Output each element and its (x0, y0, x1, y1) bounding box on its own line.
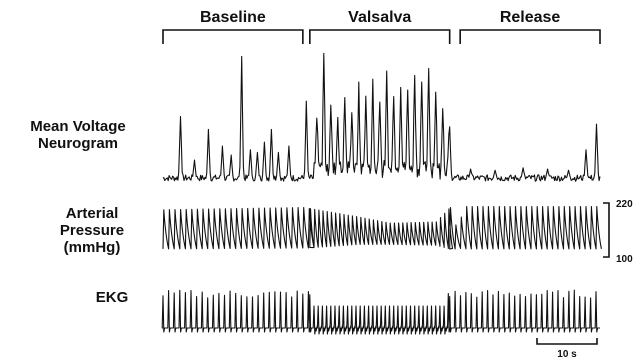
time-scale-label: 10 s (557, 349, 577, 360)
pressure-scale: 220 100 (603, 199, 633, 265)
ekg-trace (161, 289, 600, 335)
neurogram-trace (162, 52, 601, 182)
pressure-trace (162, 206, 602, 250)
channel-label-mean-voltage-neurogram: Mean Voltage Neurogram (30, 118, 126, 152)
phase-label-2: Release (500, 9, 561, 26)
channel-label-arterial-pressure: Arterial Pressure (mmHg) (60, 205, 124, 256)
phase-label-1: Valsalva (348, 9, 411, 26)
phase-bracket-0 (162, 29, 304, 44)
channel-label-ekg: EKG (96, 289, 129, 306)
time-scale-bar: 10 s (536, 338, 598, 360)
phase-label-0: Baseline (200, 9, 266, 26)
phase-bracket-1 (309, 29, 451, 44)
pressure-scale-max: 220 (616, 199, 633, 210)
pressure-scale-min: 100 (616, 254, 633, 265)
phase-bracket-2 (459, 29, 601, 44)
